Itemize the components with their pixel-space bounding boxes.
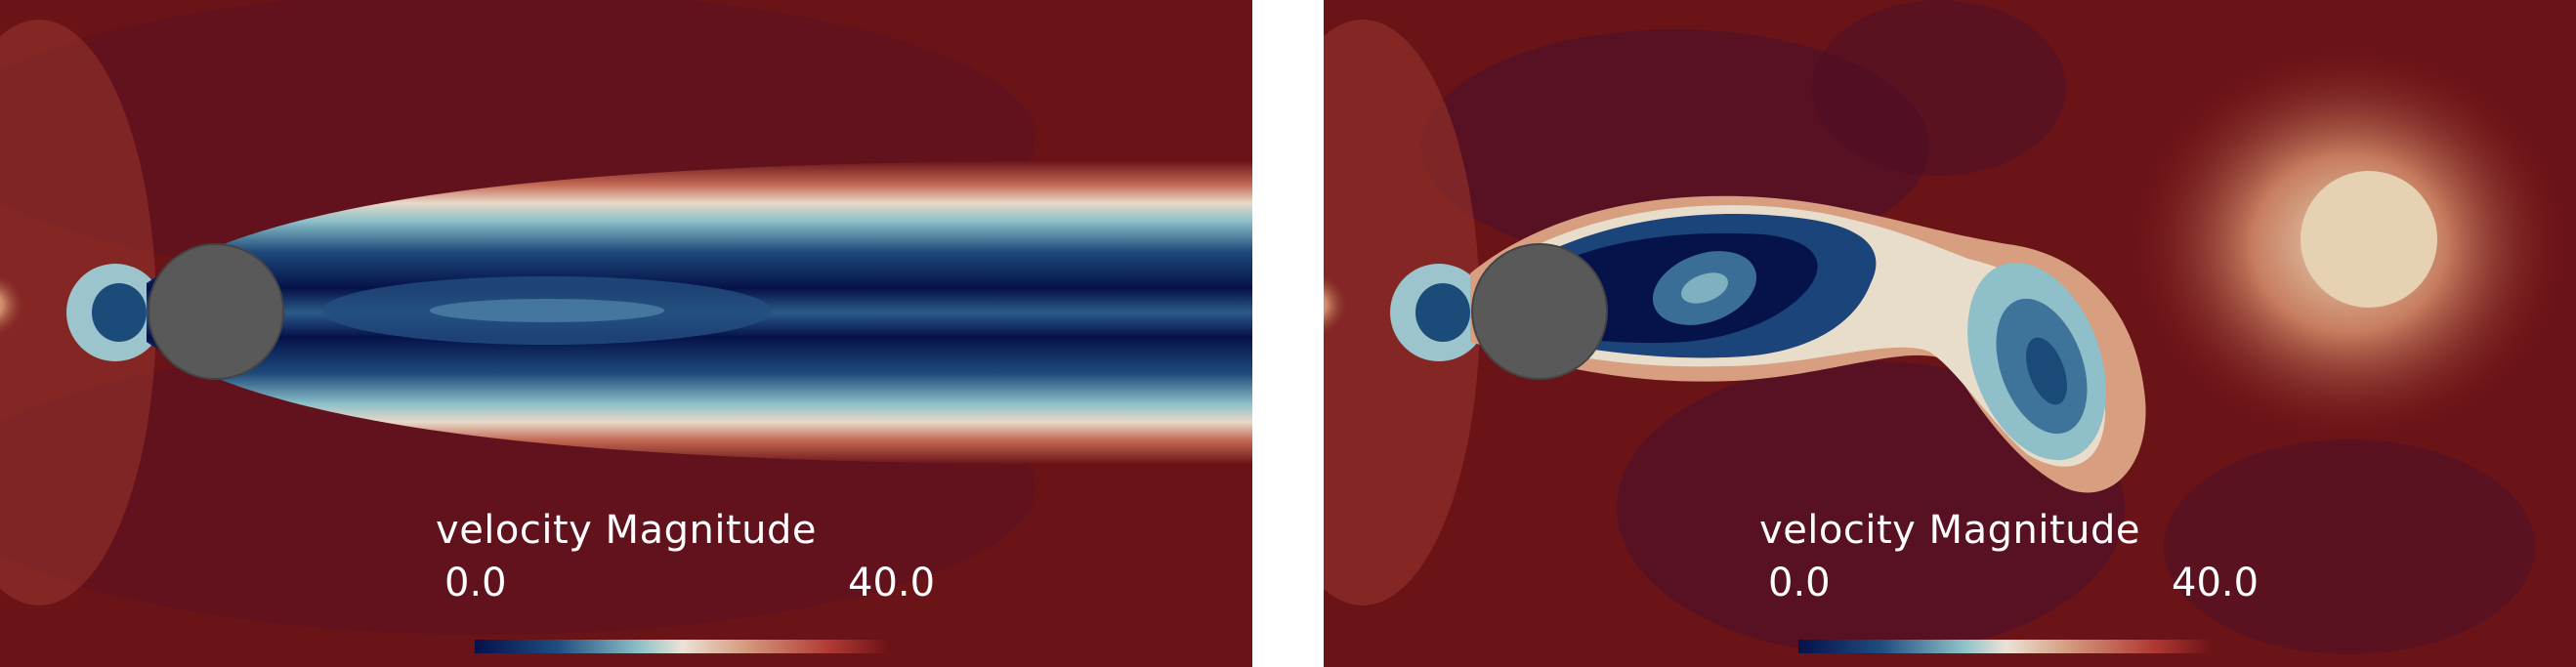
legend-min-left: 0.0	[444, 561, 507, 605]
velocity-field-right	[1324, 0, 2576, 667]
colorbar-right	[1798, 640, 2214, 653]
legend-max-left: 40.0	[848, 561, 936, 605]
colorbar-left	[475, 640, 890, 653]
flow-panel-left: velocity Magnitude 0.0 40.0	[0, 0, 1252, 667]
cylinder-right	[1471, 243, 1608, 380]
cylinder-left	[148, 243, 284, 380]
velocity-field-left	[0, 0, 1252, 667]
legend-title-right: velocity Magnitude	[1759, 508, 2140, 553]
flow-panel-right: velocity Magnitude 0.0 40.0	[1324, 0, 2576, 667]
legend-title-left: velocity Magnitude	[436, 508, 817, 553]
legend-min-right: 0.0	[1768, 561, 1831, 605]
legend-max-right: 40.0	[2172, 561, 2259, 605]
